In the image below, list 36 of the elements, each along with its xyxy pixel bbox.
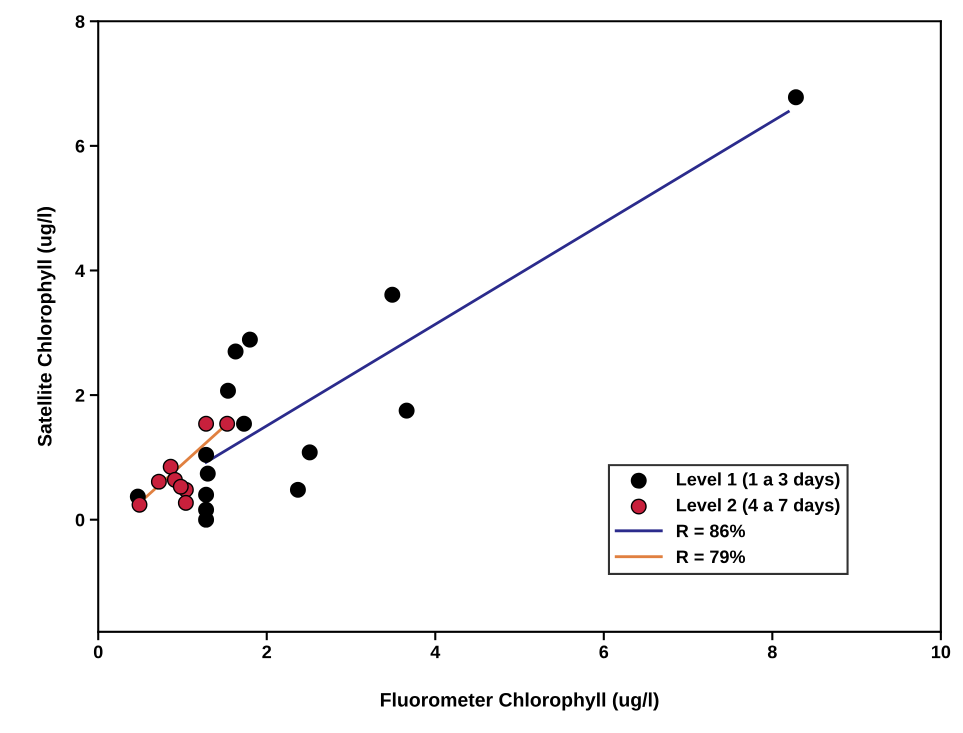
point xyxy=(172,478,189,495)
x-axis-title: Fluorometer Chlorophyll (ug/l) xyxy=(380,692,658,711)
x-tick-label: 0 xyxy=(94,646,103,658)
y-tick-label: 2 xyxy=(76,389,84,402)
legend-label: Level 2 (4 a 7 days) xyxy=(676,498,840,516)
point xyxy=(220,382,236,399)
legend-label: R = 79% xyxy=(676,550,746,564)
point xyxy=(228,343,244,360)
x-tick-label: 4 xyxy=(430,646,440,658)
y-tick-label: 8 xyxy=(76,15,84,28)
legend-label: R = 86% xyxy=(676,524,746,538)
point xyxy=(198,446,214,463)
point xyxy=(384,286,400,303)
x-tick-label: 10 xyxy=(932,646,950,658)
point xyxy=(198,416,214,432)
point xyxy=(178,494,194,511)
y-tick-label: 0 xyxy=(76,514,84,526)
point xyxy=(200,466,216,482)
x-tick-label: 6 xyxy=(599,646,608,658)
point xyxy=(150,474,167,490)
legend-label: Level 1 (1 a 3 days) xyxy=(676,472,840,490)
point xyxy=(219,416,236,432)
y-axis-title: Satellite Chlorophyll (ug/l) xyxy=(37,207,56,446)
y-tick-label: 6 xyxy=(76,140,84,153)
point xyxy=(290,482,306,498)
x-tick-label: 2 xyxy=(262,646,272,658)
point xyxy=(162,458,179,475)
point xyxy=(788,89,804,106)
point xyxy=(242,332,258,348)
x-tick-label: 8 xyxy=(768,646,777,658)
point xyxy=(398,402,415,419)
point xyxy=(302,444,318,460)
point xyxy=(132,496,148,513)
y-tick-label: 4 xyxy=(75,264,85,278)
point xyxy=(198,486,214,503)
point xyxy=(236,416,252,432)
